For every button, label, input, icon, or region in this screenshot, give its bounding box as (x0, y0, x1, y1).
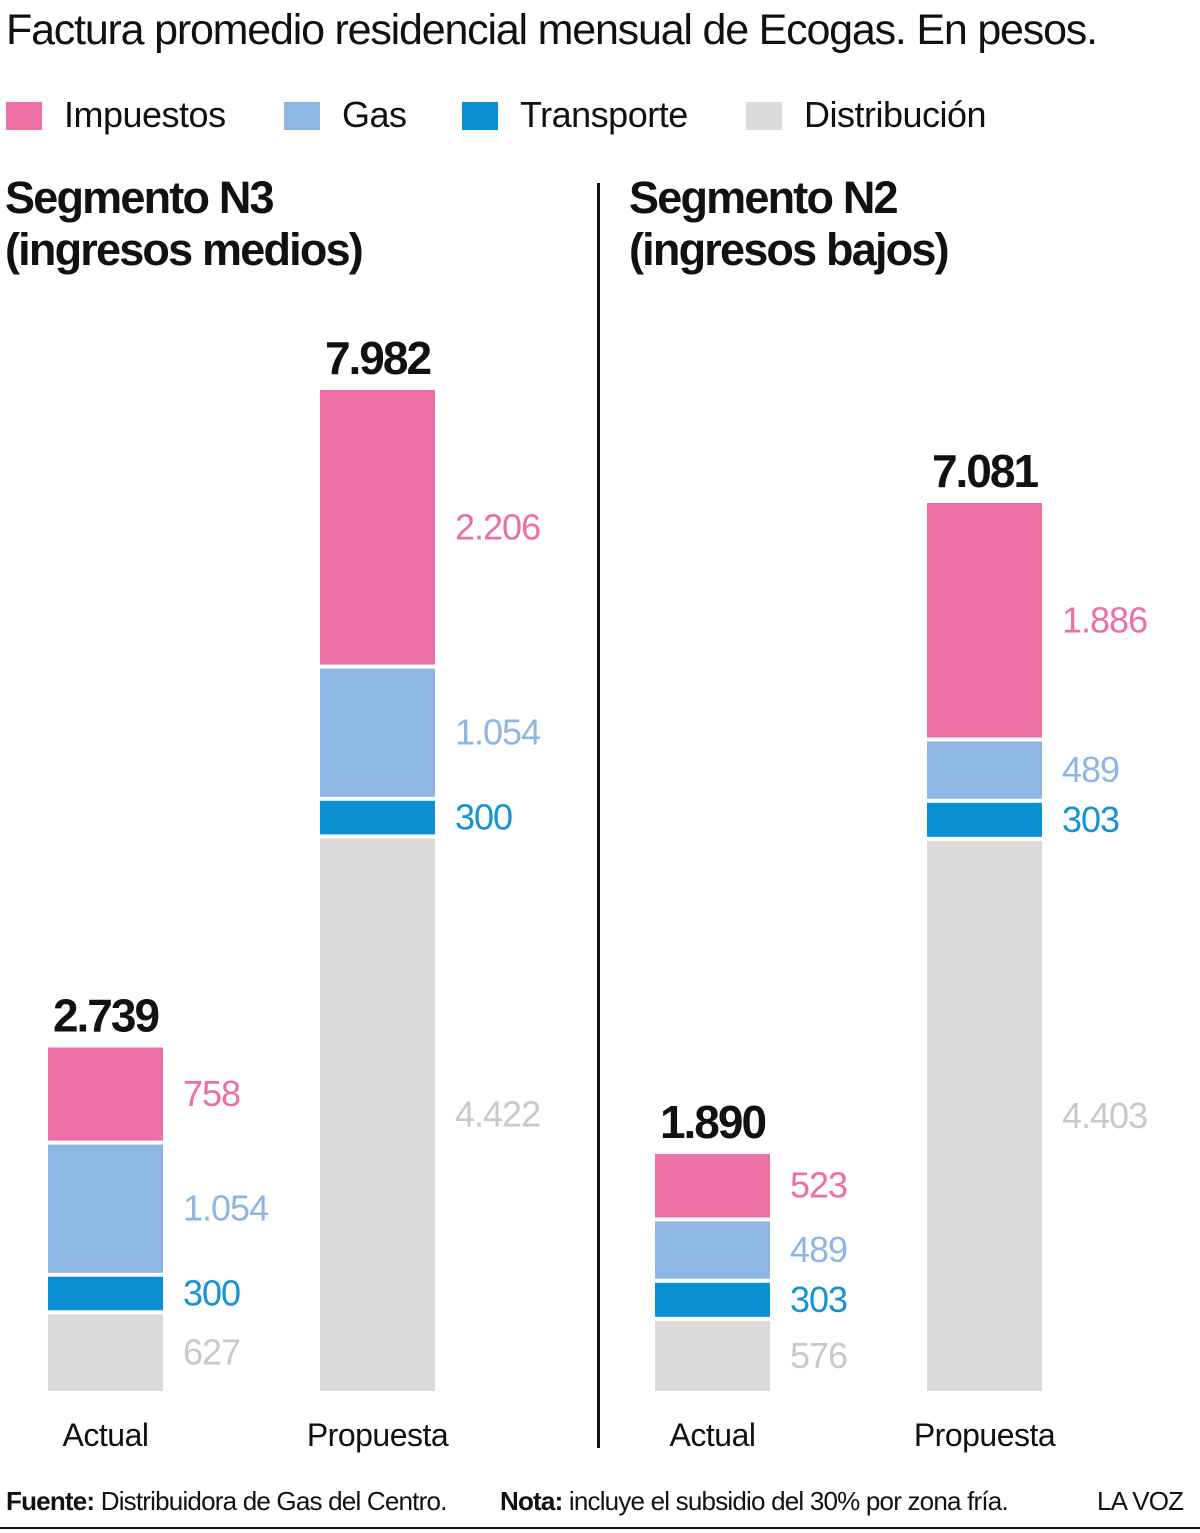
bar-segment-n3-propuesta-impuestos (320, 390, 435, 665)
data-label-n3-actual-transporte: 300 (183, 1273, 240, 1314)
panel-title-n3: Segmento N3 (ingresos medios) (5, 172, 364, 276)
category-label-n2-actual: Actual (670, 1417, 756, 1453)
footer-rule (0, 1527, 1200, 1529)
footer-note-label: Nota: (500, 1486, 563, 1516)
total-label-n2-propuesta: 7.081 (932, 445, 1039, 497)
legend-label-impuestos: Impuestos (64, 94, 226, 135)
legend-label-gas: Gas (342, 94, 407, 135)
data-label-n2-propuesta-distribucion: 4.403 (1062, 1095, 1147, 1136)
bar-segment-n2-actual-transporte (655, 1282, 770, 1317)
bar-segment-n2-propuesta-transporte (927, 802, 1042, 837)
panel-title-n3-line2: (ingresos medios) (5, 224, 364, 275)
category-label-n3-propuesta: Propuesta (307, 1417, 449, 1453)
bar-segment-n3-actual-distribucion (48, 1314, 163, 1391)
footer-source-label: Fuente: (6, 1486, 95, 1516)
data-label-n3-propuesta-transporte: 300 (455, 797, 512, 838)
panel-title-n2-line1: Segmento N2 (629, 172, 899, 223)
data-label-n2-propuesta-impuestos: 1.886 (1062, 599, 1147, 640)
total-label-n3-actual: 2.739 (53, 990, 159, 1042)
footer-note: Nota: incluye el subsidio del 30% por zo… (500, 1486, 1009, 1517)
data-label-n2-actual-distribucion: 576 (790, 1335, 847, 1376)
data-label-n2-actual-gas: 489 (790, 1229, 847, 1270)
category-label-n2-propuesta: Propuesta (914, 1417, 1056, 1453)
legend-label-transporte: Transporte (520, 94, 688, 135)
bar-segment-n2-propuesta-impuestos (927, 503, 1042, 738)
data-label-n2-actual-impuestos: 523 (790, 1165, 847, 1206)
bar-segment-n3-propuesta-distribucion (320, 838, 435, 1391)
footer-note-text: incluye el subsidio del 30% por zona frí… (562, 1486, 1009, 1516)
data-label-n3-propuesta-distribucion: 4.422 (455, 1094, 540, 1135)
legend-label-distribucion: Distribución (804, 94, 987, 135)
bar-segment-n3-actual-transporte (48, 1276, 163, 1311)
bar-segment-n3-propuesta-gas (320, 668, 435, 797)
legend-swatch-transporte (462, 102, 498, 130)
panel-title-n3-line1: Segmento N3 (5, 172, 275, 223)
total-label-n2-actual: 1.890 (660, 1096, 766, 1148)
legend-swatch-gas (284, 102, 320, 130)
data-label-n2-propuesta-transporte: 303 (1062, 799, 1119, 840)
bar-segment-n2-actual-distribucion (655, 1320, 770, 1391)
bar-segment-n3-actual-impuestos (48, 1047, 163, 1141)
data-label-n3-actual-distribucion: 627 (183, 1332, 240, 1373)
category-label-n3-actual: Actual (63, 1417, 149, 1453)
footer-source: Fuente: Distribuidora de Gas del Centro. (6, 1486, 447, 1517)
footer-source-text: Distribuidora de Gas del Centro. (94, 1486, 448, 1516)
panel-divider (597, 183, 600, 1448)
bar-segment-n3-actual-gas (48, 1144, 163, 1273)
data-label-n3-actual-gas: 1.054 (183, 1188, 268, 1229)
chart-title: Factura promedio residencial mensual de … (6, 6, 1098, 54)
data-label-n3-propuesta-gas: 1.054 (455, 712, 540, 753)
data-label-n2-actual-transporte: 303 (790, 1279, 847, 1320)
bar-segment-n2-actual-impuestos (655, 1153, 770, 1218)
legend-swatch-impuestos (6, 102, 42, 130)
footer-brand: LA VOZ (1097, 1486, 1184, 1516)
panel-title-n2-line2: (ingresos bajos) (629, 224, 950, 275)
data-label-n3-actual-impuestos: 758 (183, 1073, 240, 1114)
bar-segment-n3-propuesta-transporte (320, 800, 435, 835)
bar-segment-n2-propuesta-distribucion (927, 840, 1042, 1391)
panel-title-n2: Segmento N2 (ingresos bajos) (629, 172, 950, 276)
total-label-n3-propuesta: 7.982 (325, 332, 431, 384)
bar-segment-n2-actual-gas (655, 1221, 770, 1279)
legend-swatch-distribucion (746, 102, 782, 130)
data-label-n2-propuesta-gas: 489 (1062, 749, 1119, 790)
data-label-n3-propuesta-impuestos: 2.206 (455, 506, 540, 547)
bar-segment-n2-propuesta-gas (927, 741, 1042, 799)
